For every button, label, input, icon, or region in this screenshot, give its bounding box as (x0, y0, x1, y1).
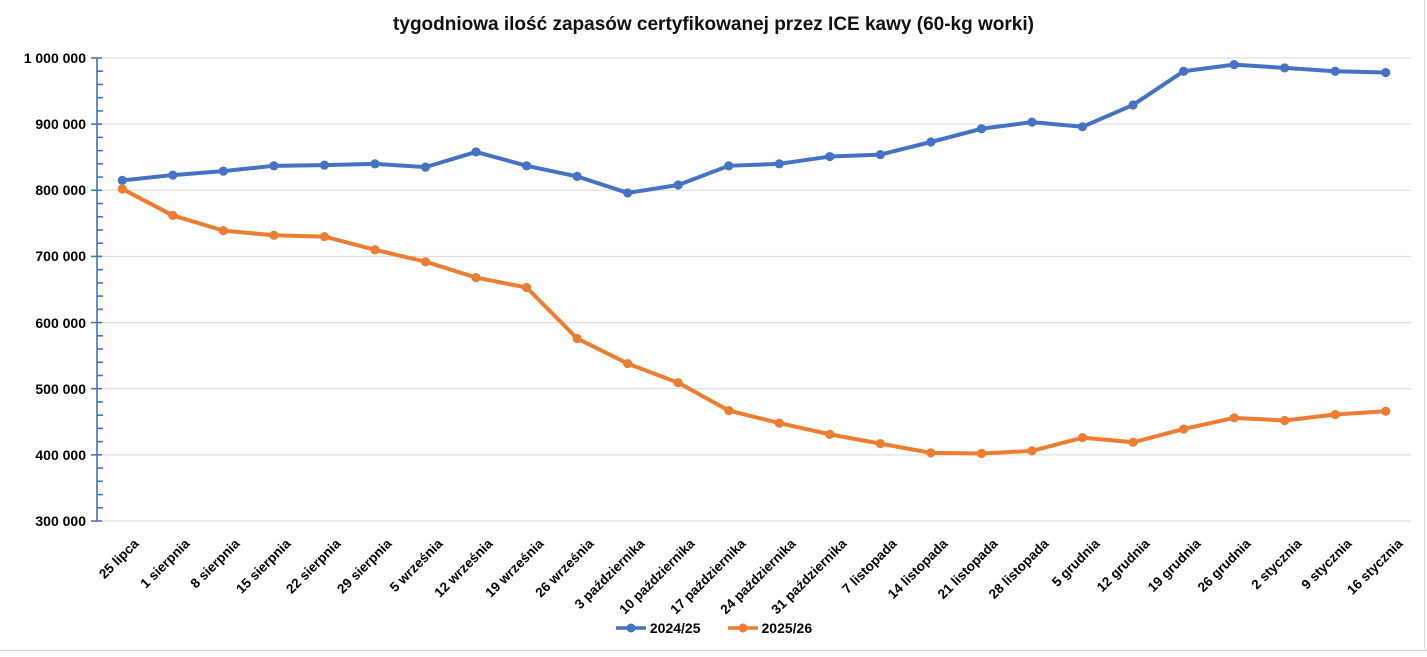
series-line (120, 62, 1388, 195)
data-point (623, 188, 633, 198)
y-axis-label: 800 000 (35, 182, 86, 199)
legend-label: 2025/26 (761, 620, 813, 636)
data-point (976, 124, 987, 134)
data-point (673, 378, 683, 388)
data-point (1128, 437, 1138, 447)
data-point (623, 358, 633, 369)
data-point (724, 161, 734, 171)
y-axis-label: 700 000 (35, 248, 86, 265)
data-point (926, 448, 936, 458)
data-point (1077, 122, 1088, 132)
data-point (572, 333, 582, 344)
data-point (1381, 67, 1391, 78)
data-point (319, 231, 330, 242)
data-point (774, 159, 784, 169)
data-point (420, 257, 431, 267)
data-point (471, 147, 481, 157)
data-point (1280, 415, 1290, 426)
data-point (218, 226, 228, 236)
y-axis-label: 300 000 (35, 513, 86, 529)
data-point (319, 160, 330, 170)
data-point (168, 210, 178, 221)
y-axis-label: 400 000 (35, 446, 86, 463)
data-point (1178, 424, 1189, 434)
data-point (1229, 60, 1239, 70)
chart-title: tygodniowa ilość zapasów certyfikowanej … (393, 14, 1034, 35)
data-point (269, 230, 279, 240)
y-axis-label: 1 000 000 (23, 50, 86, 66)
data-point (1077, 433, 1088, 443)
data-point (168, 170, 178, 180)
legend-item-2024-25[interactable]: 2024/25 (615, 620, 701, 636)
y-axis-label: 500 000 (35, 380, 86, 397)
data-point (370, 245, 380, 255)
data-point (117, 184, 127, 194)
data-point (471, 272, 481, 283)
legend-line-marker-icon (727, 623, 758, 633)
data-point (1027, 117, 1037, 127)
data-point (521, 161, 532, 171)
data-point (774, 418, 784, 428)
data-point (1280, 63, 1290, 73)
data-point (875, 149, 885, 160)
data-point (572, 171, 582, 181)
data-point (724, 405, 734, 416)
data-point (1330, 66, 1340, 76)
data-point (976, 448, 987, 459)
data-point (825, 429, 835, 439)
sheet-row-divider (0, 650, 1427, 651)
legend: 2024/25 2025/26 (0, 620, 1427, 636)
legend-label: 2024/25 (649, 620, 701, 636)
series-2024-25 (117, 60, 1391, 198)
data-point (521, 282, 532, 293)
data-point (1178, 66, 1189, 76)
data-point (1027, 446, 1037, 456)
data-point (825, 151, 835, 162)
data-point (1128, 100, 1138, 110)
data-point (117, 175, 127, 185)
data-point (218, 166, 228, 176)
data-point (1330, 409, 1340, 420)
y-axis-label: 600 000 (35, 314, 86, 331)
data-point (370, 159, 380, 169)
sheet-column-divider (1424, 0, 1425, 650)
data-point (1229, 413, 1239, 423)
legend-item-2025-26[interactable]: 2025/26 (727, 620, 813, 636)
data-point (926, 137, 936, 147)
data-point (1381, 406, 1391, 416)
series-2025-26 (117, 184, 1391, 459)
data-point (673, 180, 683, 190)
data-point (420, 162, 431, 172)
data-point (269, 161, 279, 171)
y-axis-label: 900 000 (35, 116, 86, 133)
legend-line-marker-icon (615, 623, 646, 633)
series-line (120, 186, 1388, 456)
data-point (875, 439, 885, 449)
